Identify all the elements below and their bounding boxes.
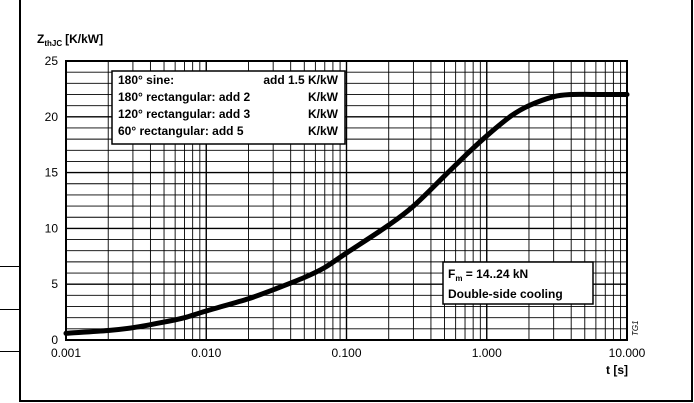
y-tick-label: 15 — [45, 166, 59, 180]
y-tick-label: 25 — [45, 54, 59, 68]
data-line — [63, 91, 630, 336]
x-tick-label: 10.000 — [609, 346, 646, 360]
x-tick-label: 0.100 — [331, 346, 361, 360]
legend-entry-label: 180° rectangular: add 2 — [118, 90, 251, 104]
y-tick-label: 20 — [45, 110, 59, 124]
legend-entry-label: 180° sine: — [118, 73, 174, 87]
legend-entry-value: K/kW — [308, 90, 339, 104]
force-label: Fm = 14..24 kN — [448, 267, 528, 283]
legend-lines: 180° sine: add 1.5 K/kW 180° rectangular: … — [118, 73, 339, 138]
edge-tick-mark — [0, 309, 19, 310]
legend-entry-value: add 1.5 K/kW — [263, 73, 338, 87]
condition-box: Fm = 14..24 kN Double-side cooling — [442, 261, 594, 305]
edge-tick-mark — [0, 266, 19, 267]
figure-code: TG1 — [631, 320, 640, 336]
edge-tick-mark — [0, 351, 19, 352]
legend-entry-value: K/kW — [308, 124, 339, 138]
legend-box: 180° sine: add 1.5 K/kW 180° rectangular: … — [111, 70, 346, 145]
y-tick-label: 10 — [45, 221, 59, 235]
figure-frame — [19, 0, 693, 402]
x-tick-label: 0.010 — [191, 346, 221, 360]
legend-entry-label: 120° rectangular: add 3 — [118, 107, 251, 121]
plot-border — [65, 60, 628, 341]
legend-entry-value: K/kW — [308, 107, 339, 121]
tick-labels: 0 5 10 15 20 25 0.001 0.010 0.100 1.000 10.000 — [45, 54, 646, 360]
y-axis-label: ZthJC [K/kW] — [37, 32, 103, 48]
x-tick-label: 0.001 — [51, 346, 81, 360]
x-tick-label: 1.000 — [472, 346, 502, 360]
y-tick-label: 5 — [51, 277, 58, 291]
legend-entry-label: 60° rectangular: add 5 — [118, 124, 244, 138]
y-tick-label: 0 — [51, 333, 58, 347]
x-axis-label: t [s] — [606, 363, 628, 377]
cooling-label: Double-side cooling — [448, 287, 563, 301]
